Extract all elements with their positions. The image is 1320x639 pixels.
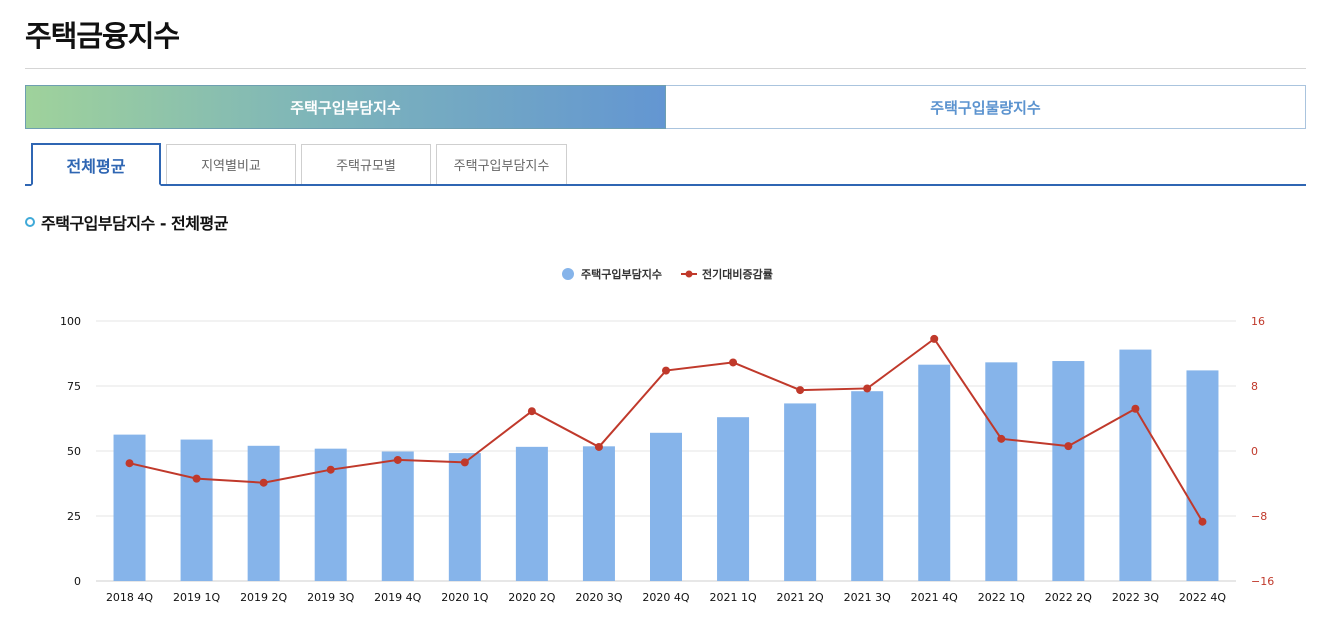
line-point — [1064, 442, 1073, 451]
main-tab-purchase-volume[interactable]: 주택구입물량지수 — [666, 85, 1306, 129]
line-series — [125, 334, 1207, 526]
bar — [381, 451, 414, 581]
legend-bar-icon — [562, 268, 574, 280]
bar — [515, 446, 548, 581]
x-axis-tick-label: 2022 2Q — [1045, 591, 1092, 604]
bar — [985, 362, 1018, 581]
main-tab-bar: 주택구입부담지수 주택구입물량지수 — [25, 85, 1306, 129]
title-divider — [25, 68, 1306, 69]
sub-tab-purchase-burden-index[interactable]: 주택구입부담지수 — [436, 144, 567, 184]
bar — [448, 453, 481, 581]
line-point — [393, 455, 402, 464]
x-axis-tick-label: 2022 4Q — [1179, 591, 1226, 604]
line-point — [796, 386, 805, 395]
left-axis-tick-label: 100 — [60, 315, 81, 328]
sub-tab-regional-comparison[interactable]: 지역별비교 — [166, 144, 296, 184]
bar — [180, 439, 213, 581]
line-point — [527, 407, 536, 416]
x-axis-tick-label: 2022 3Q — [1112, 591, 1159, 604]
right-axis-tick-label: 0 — [1251, 445, 1258, 458]
sub-tab-housing-size[interactable]: 주택규모별 — [301, 144, 431, 184]
section-title-text: 주택구입부담지수 - 전체평균 — [41, 214, 228, 233]
bar — [1119, 349, 1152, 581]
left-axis-tick-label: 0 — [74, 575, 81, 588]
legend-label-bar: 주택구입부담지수 — [581, 267, 662, 281]
x-axis-tick-label: 2019 3Q — [307, 591, 354, 604]
x-axis-tick-label: 2020 1Q — [441, 591, 488, 604]
x-axis-tick-label: 2019 4Q — [374, 591, 421, 604]
x-axis-tick-label: 2021 4Q — [911, 591, 958, 604]
bar — [247, 445, 280, 581]
page-title: 주택금융지수 — [25, 19, 180, 53]
sub-tab-overall-average[interactable]: 전체평균 — [31, 143, 161, 186]
line-point — [326, 465, 335, 474]
line-point — [662, 366, 670, 375]
x-axis-tick-label: 2021 3Q — [844, 591, 891, 604]
bar — [784, 403, 817, 581]
bar — [650, 432, 682, 581]
chart-legend: 주택구입부담지수 전기대비증감률 — [562, 267, 773, 281]
bar — [918, 364, 951, 581]
left-axis-tick-label: 50 — [67, 445, 81, 458]
bar-series — [113, 349, 1219, 581]
sub-tab-bar: 전체평균 지역별비교 주택규모별 주택구입부담지수 — [25, 143, 1306, 186]
line-point — [594, 442, 603, 451]
line-point — [1198, 517, 1207, 526]
x-axis-tick-label: 2020 2Q — [508, 591, 555, 604]
x-axis-tick-label: 2021 1Q — [709, 591, 756, 604]
x-axis-tick-label: 2020 4Q — [642, 591, 689, 604]
left-axis-tick-label: 25 — [67, 510, 81, 523]
x-axis-tick-label: 2018 4Q — [106, 591, 153, 604]
right-axis-tick-label: −16 — [1251, 575, 1274, 588]
line-point — [997, 434, 1006, 443]
line-point — [930, 334, 939, 343]
right-axis-tick-label: 16 — [1251, 315, 1265, 328]
x-axis-tick-label: 2020 3Q — [575, 591, 622, 604]
bar — [582, 446, 615, 581]
legend-label-line: 전기대비증감률 — [702, 267, 773, 281]
legend-line-marker — [685, 270, 693, 278]
x-axis-tick-label: 2019 1Q — [173, 591, 220, 604]
main-tab-purchase-burden[interactable]: 주택구입부담지수 — [25, 85, 666, 129]
right-axis-tick-label: −8 — [1251, 510, 1267, 523]
right-axis-tick-label: 8 — [1251, 380, 1258, 393]
x-axis-tick-label: 2022 1Q — [978, 591, 1025, 604]
bar — [1186, 370, 1219, 581]
line-point — [729, 358, 738, 367]
line-point — [259, 478, 268, 487]
bar — [717, 417, 750, 581]
chart: 주택구입부담지수 전기대비증감률 0 25 50 75 100 −16 −8 0 8 16 2018 … — [60, 267, 1274, 604]
bar — [113, 434, 146, 581]
line-point — [1131, 404, 1140, 413]
x-axis-tick-label: 2019 2Q — [240, 591, 287, 604]
left-axis-tick-label: 75 — [67, 380, 81, 393]
x-axis-tick-label: 2021 2Q — [777, 591, 824, 604]
chart-axes: 0 25 50 75 100 −16 −8 0 8 16 2018 4Q 2019 1Q 2019 2Q… — [60, 315, 1274, 604]
section-heading: 주택구입부담지수 - 전체평균 — [25, 210, 228, 234]
line-point — [460, 458, 469, 467]
circle-bullet-icon — [25, 217, 35, 227]
bar — [1052, 361, 1085, 581]
line-point — [192, 474, 201, 483]
line-point — [125, 459, 134, 468]
bar — [851, 391, 884, 581]
line-point — [863, 384, 872, 393]
